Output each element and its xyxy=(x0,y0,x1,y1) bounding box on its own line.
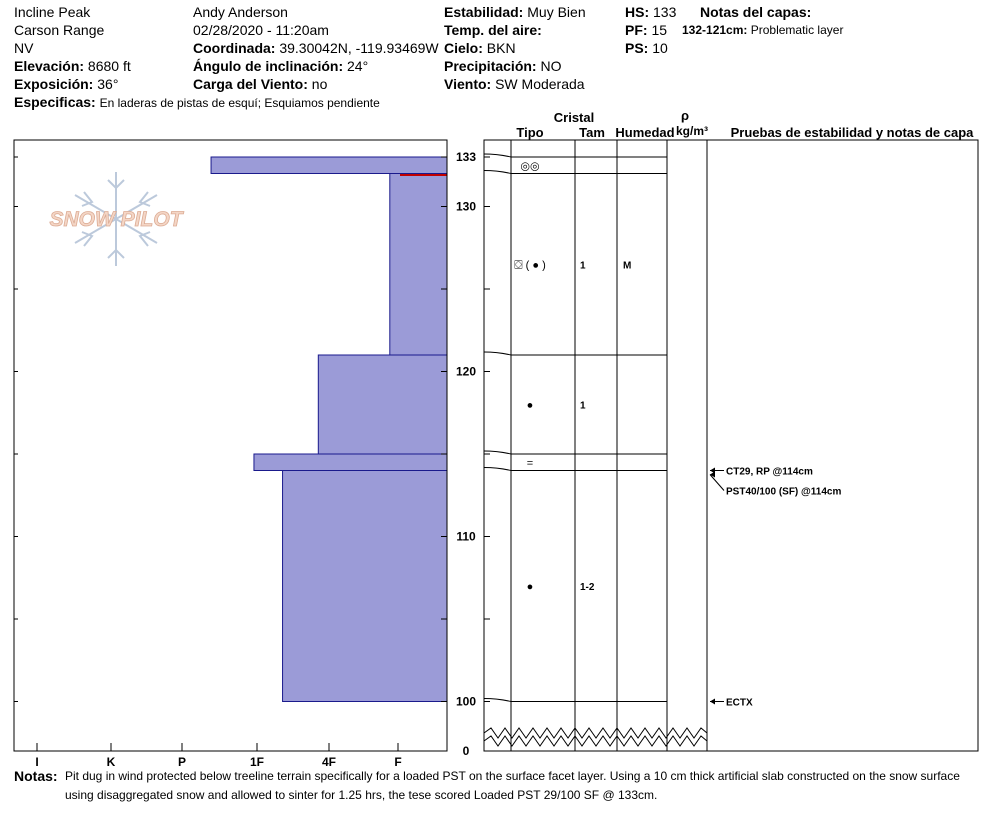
layer-table: ◎◎ ⛋ ( ● ) 1 M ● 1 = ● 1-2 CT29, RP @114cm PST40/… xyxy=(483,139,979,752)
depth-label: 130 xyxy=(456,200,476,214)
hardness-layer xyxy=(282,470,448,702)
snowflake-icon xyxy=(74,172,158,266)
density-symbol: ρ xyxy=(681,108,689,123)
hardness-label: 1F xyxy=(250,755,264,769)
density-unit: kg/m³ xyxy=(676,124,708,138)
stability: Estabilidad: Muy Bien xyxy=(444,4,586,20)
crystal-type: ⛋ ( ● ) xyxy=(514,259,546,271)
hs: HS: 133 xyxy=(625,4,677,20)
aspect: Exposición: 36° xyxy=(14,76,119,92)
snow-profile-chart: I K P 1F 4F F SNOW PILOT 133 130 120 110 100 0 ◎◎ ⛋… xyxy=(13,108,979,769)
crystal-type: = xyxy=(527,457,533,469)
hardness-label: F xyxy=(394,755,401,769)
tests-header: Pruebas de estabilidad y notas de capa xyxy=(731,125,975,140)
test-arrow xyxy=(709,474,725,491)
observer: Andy Anderson xyxy=(193,4,288,20)
hardness-layer xyxy=(317,354,448,455)
break-zigzag-upper xyxy=(483,727,708,739)
layer-connector xyxy=(483,698,512,702)
moisture: M xyxy=(623,260,631,271)
state: NV xyxy=(14,40,34,56)
wind-loading: Carga del Viento: no xyxy=(193,76,328,92)
logo-text: SNOW PILOT xyxy=(50,208,185,231)
location: Incline Peak xyxy=(14,4,91,20)
precipitation: Precipitación: NO xyxy=(444,58,562,74)
sky: Cielo: BKN xyxy=(444,40,516,56)
layer-connector xyxy=(483,450,512,455)
depth-label: 100 xyxy=(456,695,476,709)
crystal-size: 1 xyxy=(580,401,586,412)
hardness-label: P xyxy=(178,755,186,769)
crystal-size: 1-2 xyxy=(580,582,595,593)
datetime: 02/28/2020 - 11:20am xyxy=(193,22,329,38)
crystal-type: ◎◎ xyxy=(520,160,539,172)
hardness-layer xyxy=(210,156,448,174)
pf: PF: 15 xyxy=(625,22,668,38)
test-label: ECTX xyxy=(726,698,753,709)
observation-info: Andy Anderson 02/28/2020 - 11:20am Coord… xyxy=(193,3,439,93)
depth-label: 120 xyxy=(456,365,476,379)
moisture-header: Humedad xyxy=(615,125,674,140)
weather-info: Estabilidad: Muy Bien Temp. del aire: Ci… xyxy=(444,3,586,93)
snowpilot-logo: SNOW PILOT xyxy=(49,172,185,266)
test-label: PST40/100 (SF) @114cm xyxy=(726,487,841,498)
specifics: Especificas: En laderas de pistas de esq… xyxy=(14,94,380,110)
hardness-layers xyxy=(210,156,448,702)
hardness-layer xyxy=(253,453,448,471)
layer-connector xyxy=(483,153,512,158)
layer-table-frame xyxy=(483,139,979,752)
hardness-layer xyxy=(389,173,448,356)
air-temp: Temp. del aire: xyxy=(444,22,542,38)
test-arrowhead xyxy=(710,467,715,474)
depth-label: 133 xyxy=(456,150,476,164)
test-label: CT29, RP @114cm xyxy=(726,467,813,478)
test-arrowhead xyxy=(710,471,715,478)
hardness-ticks: I K P 1F 4F F xyxy=(35,743,402,769)
notes: Notas: Pit dug in wind protected below t… xyxy=(14,767,989,802)
snowpack-info: HS: 133 PF: 15 PS: 10 xyxy=(625,3,676,57)
hardness-label: K xyxy=(107,755,116,769)
incline: Ángulo de inclinación: 24° xyxy=(193,58,369,74)
wind: Viento: SW Moderada xyxy=(444,76,585,92)
depth-ticks: 133 130 120 110 100 0 xyxy=(14,150,490,758)
size-header: Tam xyxy=(579,125,605,140)
range: Carson Range xyxy=(14,22,105,38)
crystal-type: ● xyxy=(527,581,534,593)
site-info: Incline Peak Carson Range NV Elevación: … xyxy=(14,3,380,112)
type-header: Tipo xyxy=(516,125,543,140)
coordinates: Coordinada: 39.30042N, -119.93469W xyxy=(193,40,439,56)
layer-connector xyxy=(483,467,512,471)
crystal-size: 1 xyxy=(580,260,586,271)
layer-notes-title: Notas del capas: xyxy=(700,4,812,20)
layer-notes: Notas del capas: 132-121cm: Problematic … xyxy=(682,3,843,39)
notes-label: Notas: xyxy=(14,768,58,784)
test-arrowhead xyxy=(710,698,715,705)
crystal-header: Cristal xyxy=(554,110,594,125)
hardness-label: 4F xyxy=(322,755,336,769)
ps: PS: 10 xyxy=(625,40,668,56)
break-zigzag-lower xyxy=(483,735,708,747)
elevation: Elevación: 8680 ft xyxy=(14,58,131,74)
depth-label: 0 xyxy=(463,744,470,758)
layer-connector xyxy=(483,351,512,356)
layer-note: 132-121cm: Problematic layer xyxy=(682,23,844,37)
hardness-label: I xyxy=(35,755,38,769)
depth-label: 110 xyxy=(456,530,476,544)
notes-text: Pit dug in wind protected below treeline… xyxy=(65,769,960,802)
layer-connector xyxy=(483,170,512,174)
crystal-type: ● xyxy=(527,400,534,412)
